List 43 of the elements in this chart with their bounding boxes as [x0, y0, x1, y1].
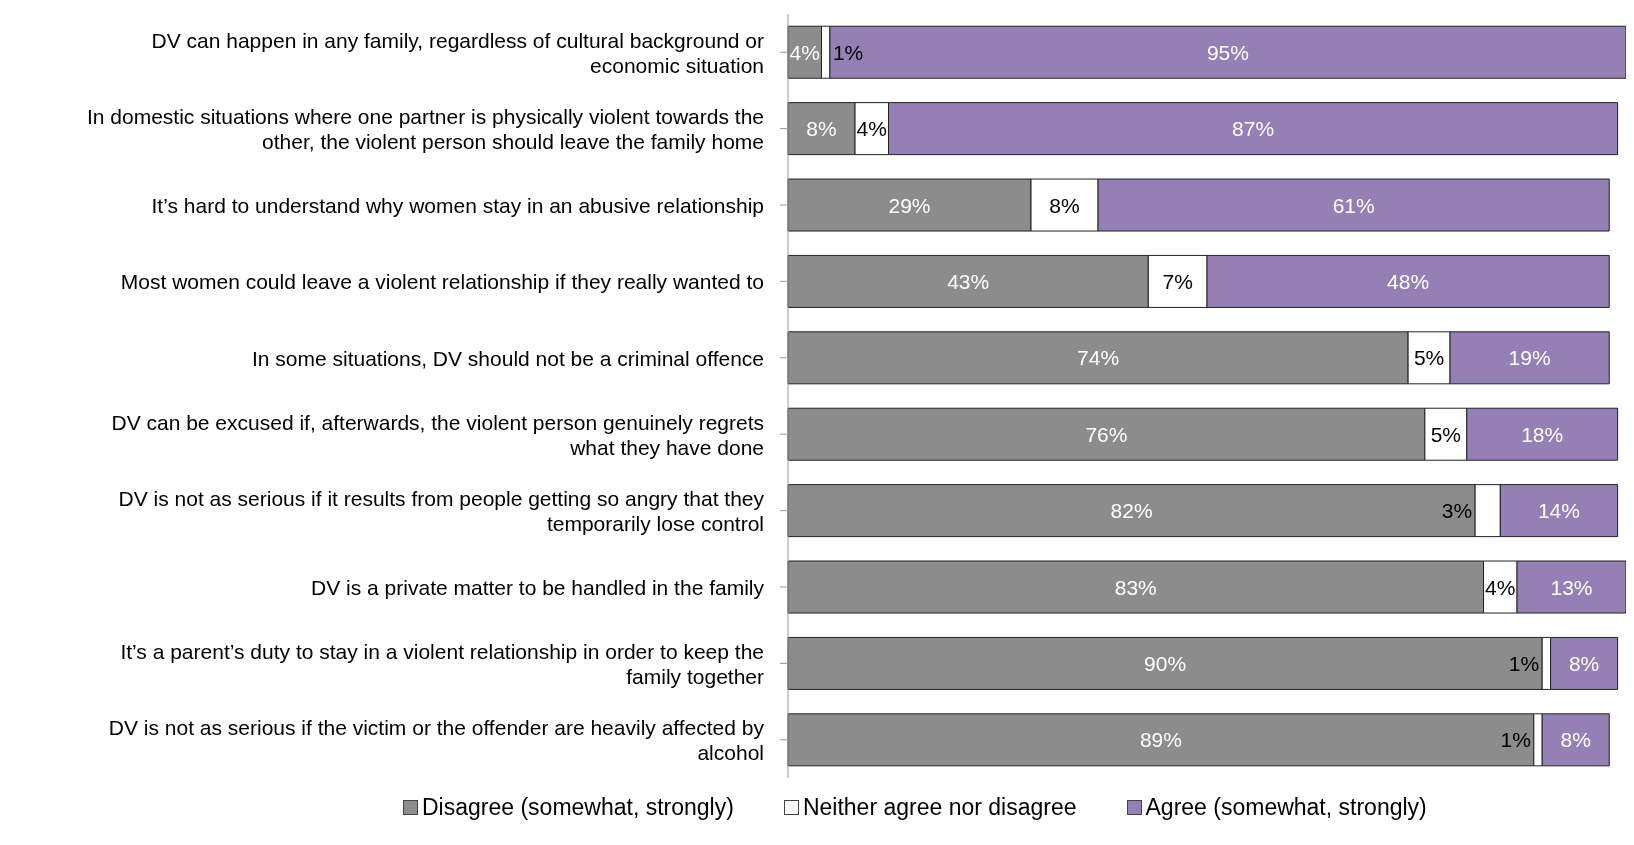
data-label: 74%: [1077, 346, 1120, 370]
legend-label: Neither agree nor disagree: [802, 794, 1077, 821]
data-label: 48%: [1387, 269, 1430, 293]
data-label: 95%: [1206, 40, 1249, 64]
data-label: 83%: [1114, 575, 1157, 599]
data-label: 1%: [1500, 728, 1531, 752]
data-label: 8%: [806, 117, 837, 141]
data-label: 19%: [1508, 346, 1551, 370]
data-label: 87%: [1232, 117, 1275, 141]
y-tick-label: DV can be excused if, afterwards, the violent person genuinely regrets what they have done: [111, 410, 764, 459]
data-label: 29%: [888, 193, 931, 217]
data-label: 18%: [1521, 422, 1564, 446]
data-label: 4%: [789, 40, 820, 64]
y-tick-label: In some situations, DV should not be a criminal offence: [251, 346, 764, 370]
data-label: 3%: [1441, 499, 1473, 523]
y-tick-label: It’s a parent’s duty to stay in a violent relationship in order to keep the family together: [120, 639, 764, 688]
data-label: 43%: [947, 269, 990, 293]
y-tick-label: In domestic situations where one partner is physically violent towards the other, the violent person should leave the family home: [86, 104, 764, 153]
y-tick-label: DV is not as serious if it results from people getting so angry that they temporarily lose control: [118, 486, 765, 535]
data-label: 8%: [1568, 651, 1600, 675]
data-label: 4%: [856, 117, 887, 141]
data-label: 8%: [1049, 193, 1080, 217]
data-label: 7%: [1162, 269, 1193, 293]
data-label: 82%: [1110, 499, 1153, 523]
data-label: 4%: [1485, 575, 1516, 599]
data-label: 90%: [1144, 651, 1187, 675]
data-label: 1%: [832, 40, 864, 64]
data-label: 5%: [1413, 346, 1445, 370]
y-tick-label: Most women could leave a violent relationship if they really wanted to: [120, 269, 764, 293]
y-tick-label: DV is a private matter to be handled in the family: [311, 575, 765, 599]
data-label: 8%: [1560, 728, 1591, 752]
legend-label: Agree (somewhat, strongly): [1145, 794, 1427, 821]
data-label: 76%: [1085, 422, 1128, 446]
y-tick-label: It’s hard to understand why women stay in an abusive relationship: [151, 193, 764, 217]
data-label: 5%: [1430, 422, 1462, 446]
data-label: 61%: [1332, 193, 1375, 217]
data-label: 14%: [1537, 499, 1580, 523]
data-label: 89%: [1139, 728, 1182, 752]
data-label: 1%: [1508, 651, 1540, 675]
text: Disagree (somewhat, strongly): [422, 794, 734, 821]
y-tick-label: DV is not as serious if the victim or the offender are heavily affected by alcohol: [108, 715, 765, 764]
y-tick-label: DV can happen in any family, regardless of cultural background or economic situation: [151, 28, 764, 77]
data-label: 13%: [1550, 575, 1593, 599]
